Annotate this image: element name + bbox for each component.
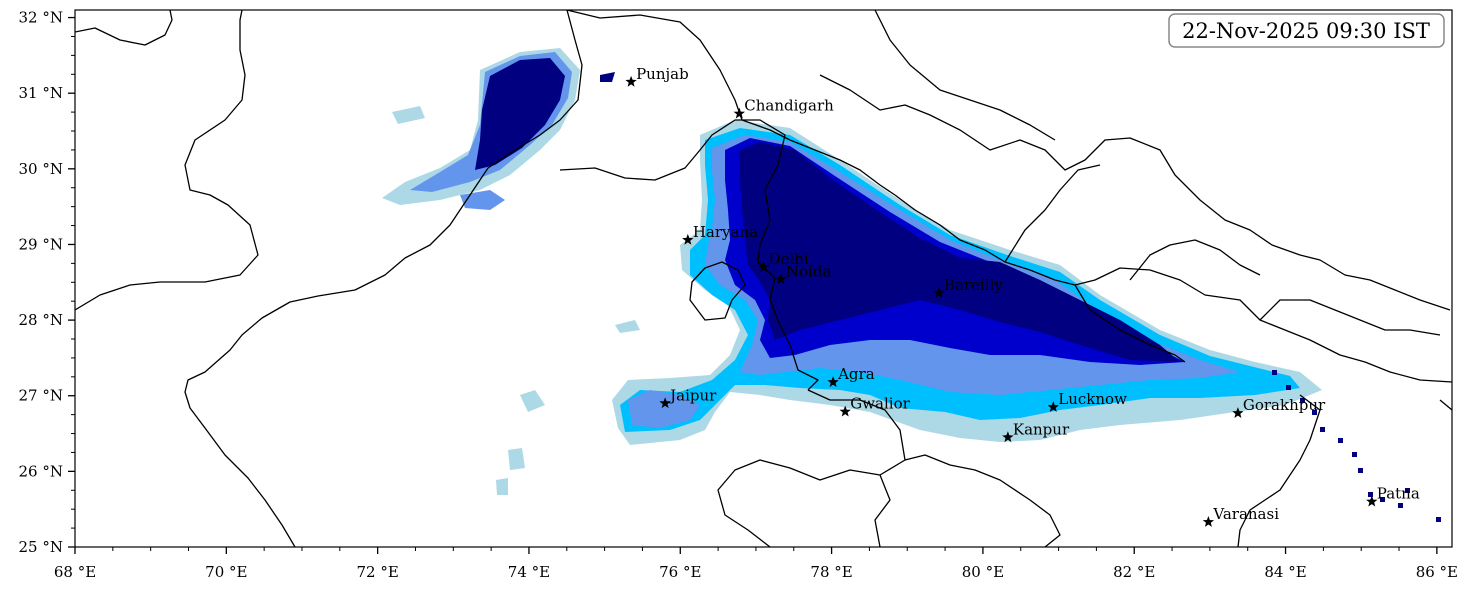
city-star-icon [733,107,745,119]
up-bihar-border [1237,394,1321,547]
precip-cell-3 [508,448,525,470]
city-star-icon [839,405,851,417]
city-label: Jaipur [668,386,717,404]
x-tick-label: 70 °E [205,563,247,581]
city-star-icon [1202,516,1215,527]
precip-cell-6 [392,106,425,124]
precip-cell-5 [600,72,615,82]
timestamp-frame [1168,13,1445,48]
precip-nw-tail [460,190,505,210]
city-label: Varanasi [1212,505,1279,523]
city-star-icon [1047,401,1059,412]
mp-south [874,474,891,547]
city-star-icon [1232,407,1244,418]
precip-cell-2 [520,390,545,412]
nepal-border [819,74,1451,311]
y-tick-label: 25 °N [19,538,63,556]
city-star-icon [625,75,637,87]
bihar-east [1439,399,1452,411]
tibet-border [874,10,1056,141]
city-label: Patna [1377,485,1420,503]
y-tick-label: 32 °N [19,9,63,27]
city-star-icon [827,376,839,387]
rajasthan-mp-border [717,389,906,547]
y-tick-label: 30 °N [19,160,63,178]
y-tick-label: 29 °N [19,235,63,253]
x-tick-label: 78 °E [810,563,852,581]
city-label: Haryana [693,223,758,241]
haryana-border [559,119,819,391]
x-tick-label: 72 °E [356,563,398,581]
nepal-inner-1 [1004,164,1101,263]
nepal-inner-2 [1129,239,1261,281]
city-star-icon [775,273,787,285]
x-axis: 68 °E 70 °E 72 °E 74 °E 76 °E 78 °E 80 °E 82 °E… [54,547,1458,581]
city-label: Noida [786,262,832,280]
pakistan-india-border [184,10,583,547]
uk-up-border [894,194,1186,363]
city-star-icon [682,233,694,245]
city-label: Delhi [769,250,809,268]
y-axis: 25 °N 26 °N 27 °N 28 °N 29 °N 30 °N 31 °N 32 °N [19,9,75,556]
up-mp-border [904,454,1061,547]
nepal-inner-3 [1259,299,1441,336]
x-tick-label: 68 °E [54,563,96,581]
x-tick-label: 74 °E [508,563,550,581]
precip-cell-1 [615,320,640,333]
y-tick-label: 31 °N [19,84,63,102]
city-label: Gwalior [850,395,910,413]
rajasthan-inner [689,261,746,321]
precip-navy-core [740,142,1180,362]
city-star-icon [659,397,671,409]
y-tick-label: 28 °N [19,311,63,329]
x-tick-label: 80 °E [962,563,1004,581]
city-star-icon [1366,495,1378,507]
precip-trail [1272,370,1441,522]
city-star-icon [757,261,770,272]
precip-cell-4 [496,478,508,495]
timestamp-label: 22-Nov-2025 09:30 IST [1182,19,1430,43]
y-tick-label: 26 °N [19,462,63,480]
precip-field [382,48,1441,522]
city-label: Kanpur [1013,420,1070,438]
pakistan-north-border [75,10,173,46]
city-label: Lucknow [1058,390,1127,408]
x-tick-label: 76 °E [659,563,701,581]
admin-boundaries [75,10,1452,547]
city-label: Bareilly [944,276,1003,294]
city-star-icon [933,286,945,298]
pakistan-west-border [75,10,259,311]
city-label: Agra [837,365,875,383]
timestamp-box: 22-Nov-2025 09:30 IST [1168,13,1445,48]
city-label: Punjab [636,65,689,83]
city-label: Gorakhpur [1243,396,1326,414]
x-tick-label: 86 °E [1416,563,1458,581]
map-frame [74,9,1453,548]
city-label: Chandigarh [744,97,834,115]
precip-jaipur-patch [628,390,700,428]
y-tick-label: 27 °N [19,387,63,405]
precip-nw-navy [475,58,565,170]
city-star-icon [1002,431,1014,443]
x-tick-label: 82 °E [1113,563,1155,581]
x-tick-label: 84 °E [1264,563,1306,581]
